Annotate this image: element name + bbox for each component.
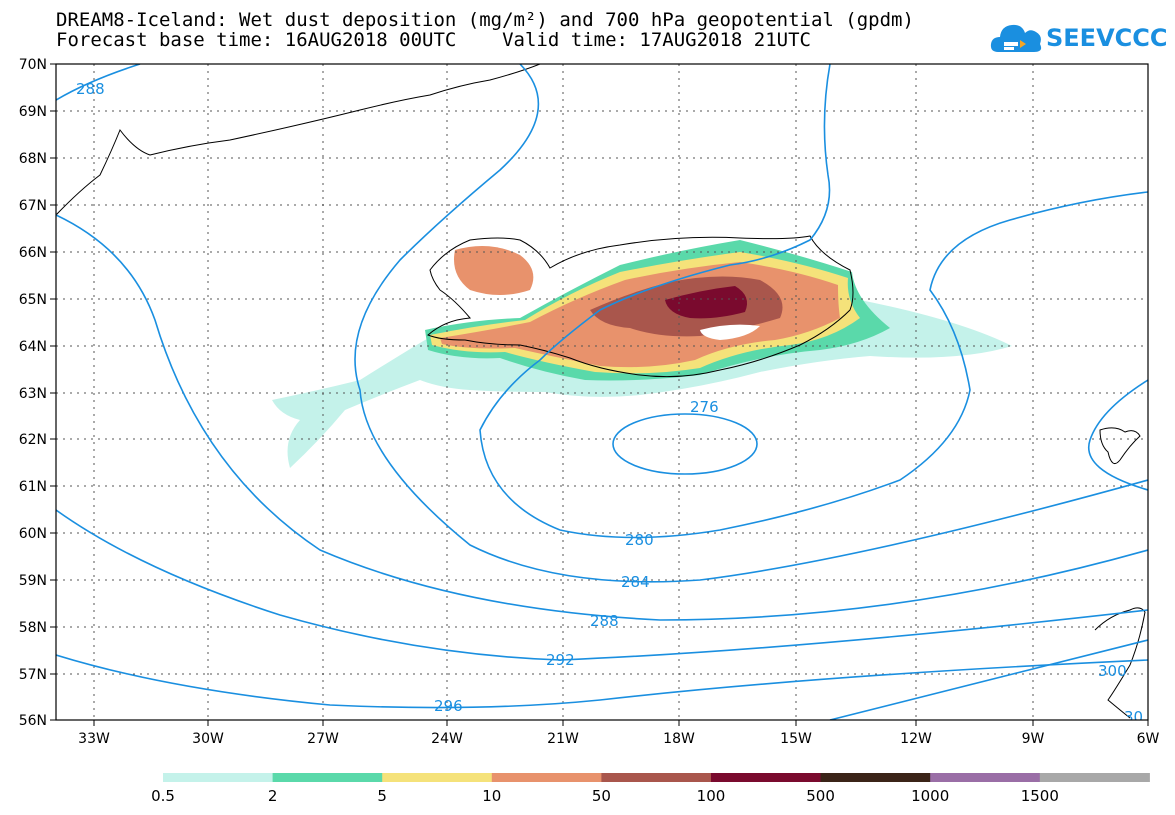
lat-label: 69N (19, 104, 47, 120)
lat-label: 70N (19, 57, 47, 73)
lon-label: 21W (547, 731, 579, 747)
legend-swatch (711, 773, 822, 782)
lat-label: 65N (19, 292, 47, 308)
contour-label: 288 (76, 80, 105, 98)
legend-label: 100 (697, 787, 726, 805)
legend-swatch (601, 773, 712, 782)
logo-text: SEEVCCC (1046, 24, 1168, 52)
legend-swatch (491, 773, 602, 782)
lon-label: 24W (431, 731, 463, 747)
legend-label: 1000 (911, 787, 949, 805)
seevccc-logo: SEEVCCC (990, 18, 1170, 58)
legend-swatch (272, 773, 383, 782)
legend-label: 50 (592, 787, 611, 805)
lon-label: 12W (900, 731, 932, 747)
contour-label: 280 (625, 531, 654, 549)
cloud-icon (990, 24, 1042, 52)
latitude-labels: 70N 69N 68N 67N 66N 65N 64N 63N 62N 61N … (19, 57, 47, 729)
lat-label: 66N (19, 245, 47, 261)
contour-label: 284 (621, 573, 650, 591)
contour-label: 296 (434, 697, 463, 715)
contour-label: 292 (546, 651, 575, 669)
map-frame (55, 63, 1149, 721)
lat-label: 56N (19, 713, 47, 729)
lat-label: 60N (19, 526, 47, 542)
lat-label: 63N (19, 386, 47, 402)
geopotential-contours (56, 64, 1148, 720)
legend-swatch (382, 773, 493, 782)
map-subtitle: Forecast base time: 16AUG2018 00UTC Vali… (56, 29, 811, 51)
contour-label: 300 (1098, 662, 1127, 680)
lon-label: 9W (1022, 731, 1045, 747)
legend-label: 5 (377, 787, 387, 805)
dust-deposition-field (272, 240, 1012, 468)
legend-label: 10 (482, 787, 501, 805)
legend-swatch (1039, 773, 1150, 782)
legend-label: 2 (268, 787, 278, 805)
lat-label: 64N (19, 339, 47, 355)
contour-label: 276 (690, 398, 719, 416)
contour-label: 30 (1124, 708, 1143, 726)
lat-label: 58N (19, 620, 47, 636)
axis-ticks (50, 63, 1149, 726)
lon-label: 30W (192, 731, 224, 747)
legend-swatch (163, 773, 274, 782)
legend-swatch (820, 773, 931, 782)
map-title: DREAM8-Iceland: Wet dust deposition (mg/… (56, 9, 914, 31)
graticule (56, 64, 1148, 720)
lon-label: 6W (1137, 731, 1160, 747)
lat-label: 68N (19, 151, 47, 167)
color-legend: 0.5 2 5 10 50 100 500 1000 1500 (151, 773, 1150, 805)
lat-label: 62N (19, 432, 47, 448)
contour-labels: 288 276 280 284 288 292 296 300 30 (76, 80, 1143, 726)
lon-label: 15W (780, 731, 812, 747)
lon-label: 18W (663, 731, 695, 747)
legend-swatch (930, 773, 1041, 782)
legend-label: 0.5 (151, 787, 175, 805)
longitude-labels: 33W 30W 27W 24W 21W 18W 15W 12W 9W 6W (78, 731, 1159, 747)
lon-label: 33W (78, 731, 110, 747)
legend-label: 500 (806, 787, 835, 805)
contour-label: 288 (590, 612, 619, 630)
lat-label: 67N (19, 198, 47, 214)
lat-label: 61N (19, 479, 47, 495)
lon-label: 27W (307, 731, 339, 747)
lat-label: 57N (19, 667, 47, 683)
lat-label: 59N (19, 573, 47, 589)
legend-label: 1500 (1021, 787, 1059, 805)
coastlines (56, 64, 1146, 719)
